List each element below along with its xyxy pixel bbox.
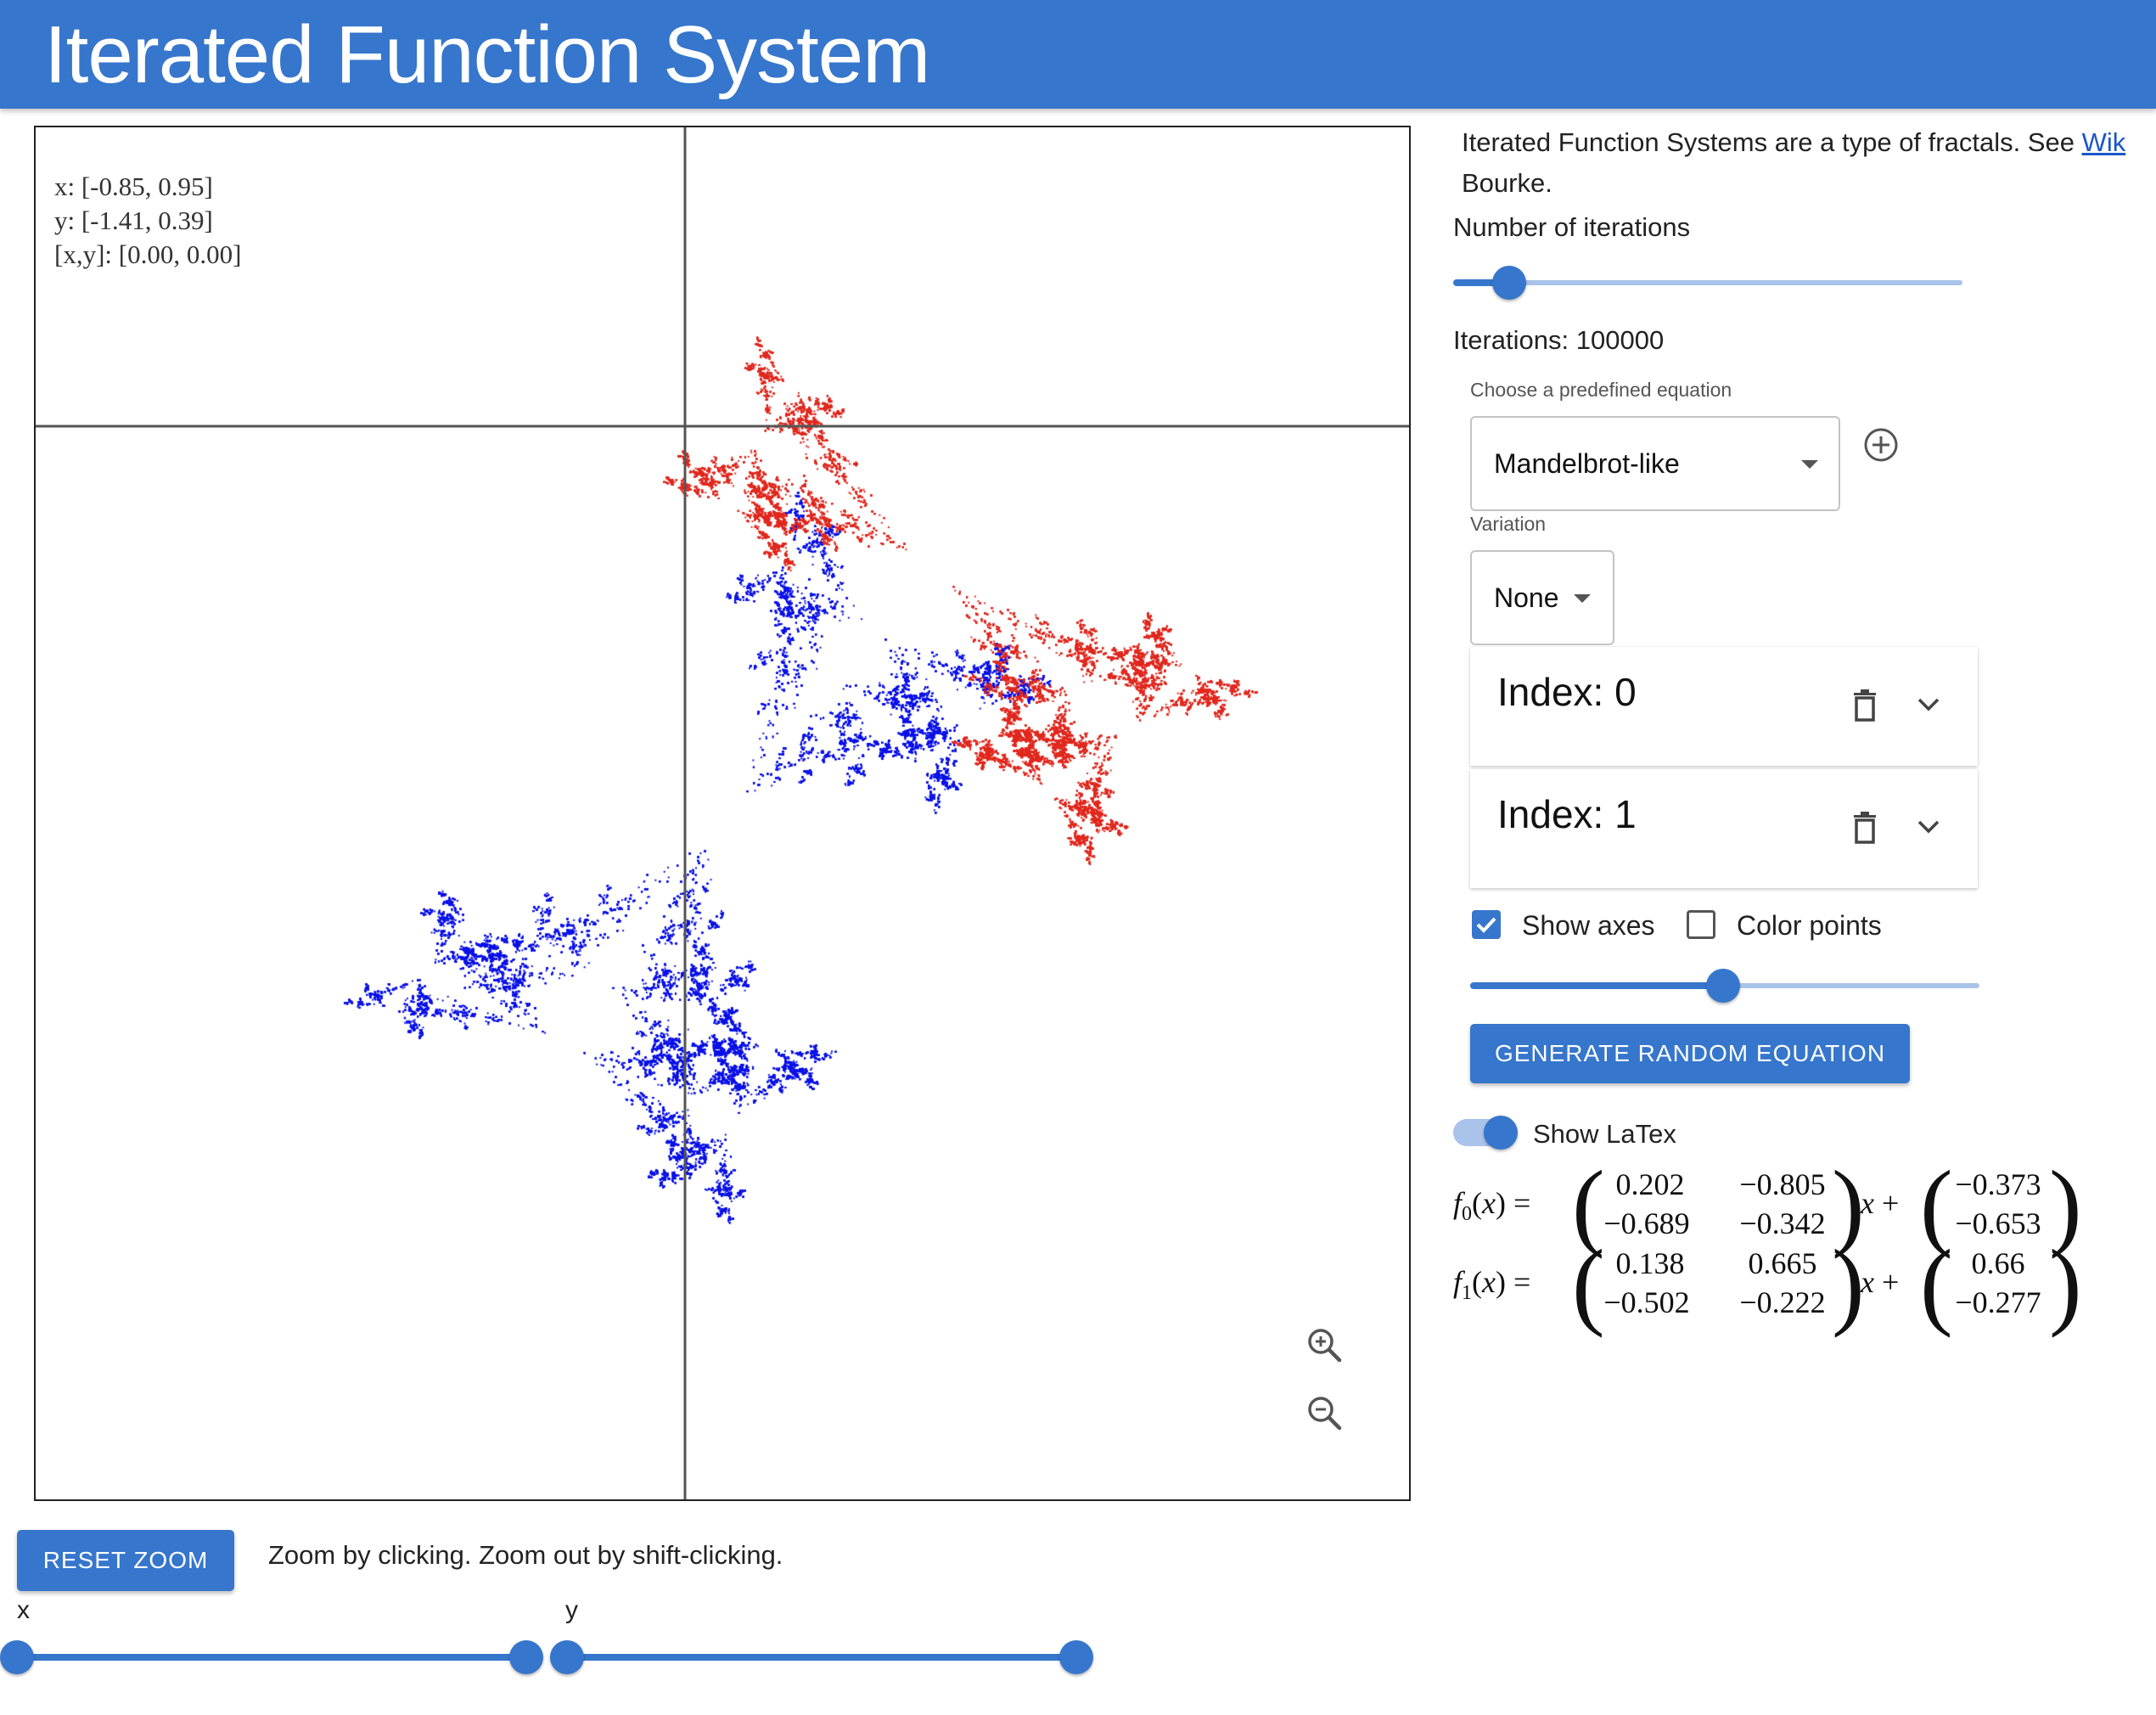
iterations-label: Number of iterations: [1453, 212, 1691, 242]
y-range-min-thumb[interactable]: [550, 1640, 584, 1674]
axes-overlay: [36, 127, 1409, 1499]
color-points-label: Color points: [1737, 910, 1882, 941]
card-title: Index: 0: [1497, 670, 1637, 714]
color-slider-thumb[interactable]: [1706, 969, 1740, 1003]
chevron-down-icon: [1801, 460, 1818, 469]
times-x-plus: x +: [1861, 1186, 1900, 1220]
matrix-right-paren: ): [1832, 1230, 1865, 1339]
fractal-canvas[interactable]: x: [-0.85, 0.95] y: [-1.41, 0.39] [x,y]:…: [34, 126, 1411, 1501]
vector-cell: 0.66: [1971, 1246, 2025, 1280]
iterations-slider-track[interactable]: [1453, 280, 1962, 285]
intro-line2: Bourke.: [1462, 168, 1552, 198]
matrix-cell: −0.689: [1603, 1206, 1690, 1240]
vector-left-paren: (: [1920, 1151, 1953, 1260]
x-range-text: x: [-0.85, 0.95]: [54, 172, 213, 201]
wikipedia-link[interactable]: Wik: [2081, 127, 2126, 157]
y-range-text: y: [-1.41, 0.39]: [54, 205, 213, 235]
matrix-cell: 0.202: [1615, 1167, 1685, 1201]
expand-chevron-icon[interactable]: [1917, 818, 1940, 840]
matrix-cell: 0.138: [1615, 1246, 1685, 1280]
equation-select[interactable]: Mandelbrot-like: [1470, 416, 1840, 511]
variation-select-caption: Variation: [1470, 513, 1547, 535]
vector-right-paren: ): [2049, 1151, 2082, 1260]
generate-random-equation-button[interactable]: GENERATE RANDOM EQUATION: [1470, 1024, 1910, 1083]
x-range-min-thumb[interactable]: [0, 1640, 34, 1674]
intro-text: Iterated Function Systems are a type of …: [1462, 122, 2125, 204]
fractal-plot[interactable]: [36, 127, 1409, 1499]
vector-right-paren: ): [2049, 1230, 2082, 1339]
matrix-cell: −0.805: [1739, 1167, 1826, 1201]
x-range-max-thumb[interactable]: [509, 1640, 543, 1674]
show-axes-label: Show axes: [1522, 910, 1655, 941]
function-card-1[interactable]: Index: 1: [1470, 769, 1978, 888]
matrix-cell: −0.342: [1739, 1206, 1826, 1240]
vector-cell: −0.277: [1955, 1285, 2041, 1319]
coordinate-readout: x: [-0.85, 0.95] y: [-1.41, 0.39] [x,y]:…: [54, 170, 241, 272]
app-bar: Iterated Function System: [0, 0, 2156, 109]
add-function-icon[interactable]: [1862, 426, 1900, 464]
show-latex-label: Show LaTex: [1533, 1119, 1676, 1149]
variation-select-value: None: [1494, 582, 1559, 613]
chevron-down-icon: [1574, 594, 1591, 603]
color-slider-fill: [1470, 982, 1723, 989]
zoom-out-icon[interactable]: [1304, 1392, 1346, 1435]
color-points-checkbox[interactable]: [1687, 910, 1715, 939]
iterations-slider-fill: [1453, 279, 1509, 286]
matrix-right-paren: ): [1832, 1151, 1865, 1260]
vector-left-paren: (: [1920, 1230, 1953, 1339]
reset-zoom-button[interactable]: RESET ZOOM: [17, 1530, 234, 1591]
y-range-label: y: [565, 1596, 578, 1624]
matrix-cell: −0.222: [1739, 1285, 1826, 1319]
cursor-xy-text: [x,y]: [0.00, 0.00]: [54, 239, 242, 269]
matrix-left-paren: (: [1572, 1230, 1605, 1339]
function-card-0[interactable]: Index: 0: [1470, 647, 1978, 766]
equation-select-value: Mandelbrot-like: [1494, 448, 1680, 479]
show-axes-checkbox[interactable]: [1472, 910, 1501, 939]
times-x-plus: x +: [1861, 1265, 1900, 1299]
equation-lhs: f0(x) =: [1453, 1186, 1531, 1226]
delete-icon[interactable]: [1852, 812, 1878, 848]
vector-cell: −0.653: [1955, 1206, 2041, 1240]
x-range-label: x: [17, 1596, 30, 1624]
iterations-slider-thumb[interactable]: [1492, 266, 1526, 300]
vector-cell: −0.373: [1955, 1167, 2041, 1201]
checkmark-icon: [1476, 917, 1496, 933]
zoom-hint-text: Zoom by clicking. Zoom out by shift-clic…: [268, 1540, 783, 1570]
iterations-count: Iterations: 100000: [1453, 325, 1665, 355]
equation-select-caption: Choose a predefined equation: [1470, 379, 1732, 401]
matrix-cell: 0.665: [1748, 1246, 1817, 1280]
y-range-max-thumb[interactable]: [1059, 1640, 1093, 1674]
intro-line1: Iterated Function Systems are a type of …: [1462, 127, 2082, 157]
zoom-in-icon[interactable]: [1304, 1324, 1346, 1367]
matrix-left-paren: (: [1572, 1151, 1605, 1260]
matrix-cell: −0.502: [1603, 1285, 1690, 1319]
show-latex-switch-thumb[interactable]: [1484, 1116, 1518, 1150]
page-title: Iterated Function System: [44, 9, 930, 100]
variation-select[interactable]: None: [1470, 550, 1614, 645]
delete-icon[interactable]: [1852, 689, 1878, 726]
card-title: Index: 1: [1497, 792, 1637, 836]
expand-chevron-icon[interactable]: [1917, 696, 1940, 717]
y-range-slider-track[interactable]: [567, 1654, 1076, 1661]
x-range-slider-track[interactable]: [17, 1654, 526, 1661]
equation-lhs: f1(x) =: [1453, 1265, 1531, 1305]
